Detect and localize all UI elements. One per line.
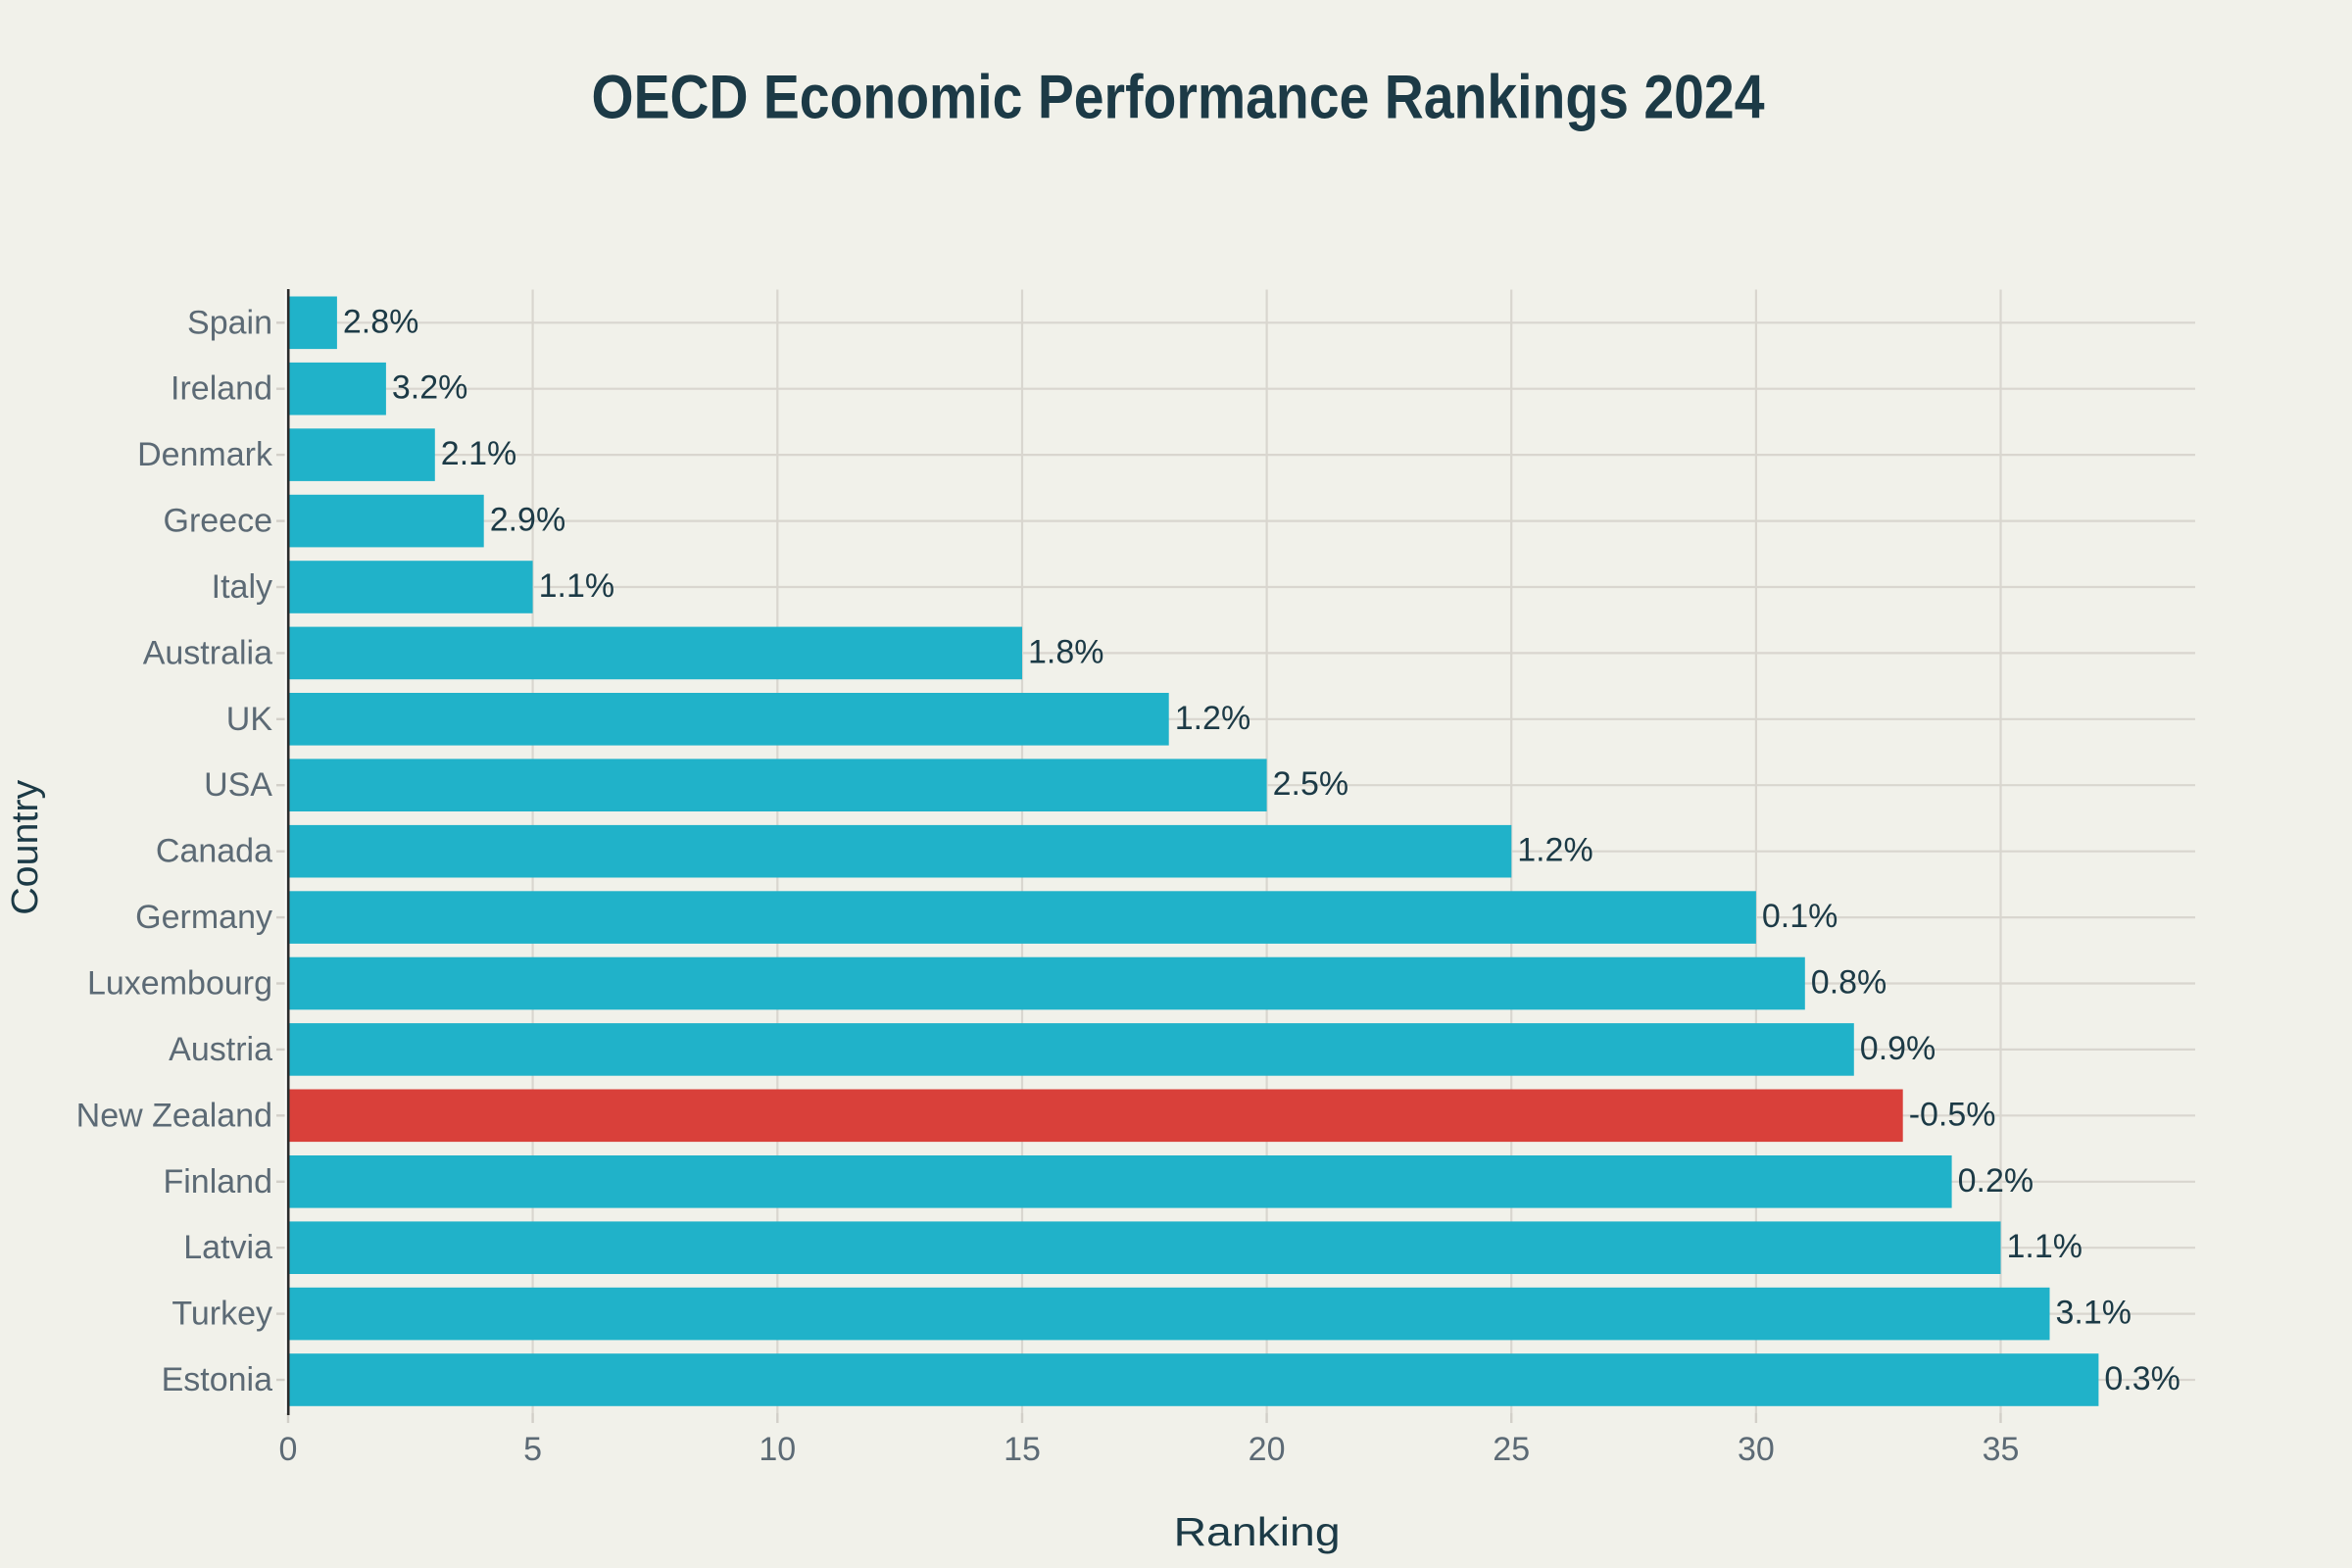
svg-text:20: 20 xyxy=(1249,1431,1286,1468)
svg-text:UK: UK xyxy=(226,701,273,738)
svg-text:0.3%: 0.3% xyxy=(2104,1360,2180,1397)
svg-text:2.1%: 2.1% xyxy=(441,435,517,472)
svg-text:-0.5%: -0.5% xyxy=(1909,1096,1996,1133)
svg-text:2.8%: 2.8% xyxy=(343,303,419,340)
svg-text:30: 30 xyxy=(1738,1431,1775,1468)
svg-text:1.1%: 1.1% xyxy=(2007,1228,2083,1265)
svg-text:Latvia: Latvia xyxy=(183,1229,272,1266)
svg-text:25: 25 xyxy=(1493,1431,1530,1468)
svg-text:Turkey: Turkey xyxy=(172,1296,272,1333)
svg-text:1.2%: 1.2% xyxy=(1175,700,1251,737)
svg-text:USA: USA xyxy=(204,766,272,804)
svg-text:15: 15 xyxy=(1004,1431,1041,1468)
svg-text:OECD Economic Performance Rank: OECD Economic Performance Rankings 2024 xyxy=(592,64,1765,132)
svg-text:0.2%: 0.2% xyxy=(1958,1162,2034,1200)
svg-text:2.9%: 2.9% xyxy=(490,502,566,539)
svg-text:Spain: Spain xyxy=(187,304,272,341)
svg-text:1.1%: 1.1% xyxy=(539,567,615,605)
svg-text:Germany: Germany xyxy=(135,899,272,936)
svg-text:0: 0 xyxy=(279,1431,298,1468)
svg-text:Ireland: Ireland xyxy=(171,370,272,408)
svg-text:Canada: Canada xyxy=(156,833,272,870)
svg-text:Greece: Greece xyxy=(164,503,273,540)
svg-text:Denmark: Denmark xyxy=(137,436,273,473)
svg-text:10: 10 xyxy=(759,1431,796,1468)
svg-text:1.2%: 1.2% xyxy=(1517,832,1593,869)
svg-text:Estonia: Estonia xyxy=(162,1361,272,1398)
svg-text:Finland: Finland xyxy=(163,1163,272,1200)
svg-text:0.8%: 0.8% xyxy=(1811,964,1887,1002)
svg-text:New Zealand: New Zealand xyxy=(76,1097,272,1134)
svg-text:2.5%: 2.5% xyxy=(1273,765,1349,803)
svg-text:0.1%: 0.1% xyxy=(1762,898,1838,935)
svg-text:5: 5 xyxy=(523,1431,542,1468)
svg-text:1.8%: 1.8% xyxy=(1028,633,1104,670)
svg-text:35: 35 xyxy=(1983,1431,2020,1468)
svg-text:Luxembourg: Luxembourg xyxy=(87,965,272,1003)
svg-text:Australia: Australia xyxy=(143,634,272,671)
svg-text:Austria: Austria xyxy=(169,1031,272,1068)
svg-text:Ranking: Ranking xyxy=(1174,1509,1341,1554)
svg-text:0.9%: 0.9% xyxy=(1860,1030,1936,1067)
svg-text:Country: Country xyxy=(5,780,46,915)
svg-text:3.1%: 3.1% xyxy=(2056,1295,2132,1332)
svg-text:Italy: Italy xyxy=(212,568,272,606)
svg-text:3.2%: 3.2% xyxy=(392,369,468,407)
